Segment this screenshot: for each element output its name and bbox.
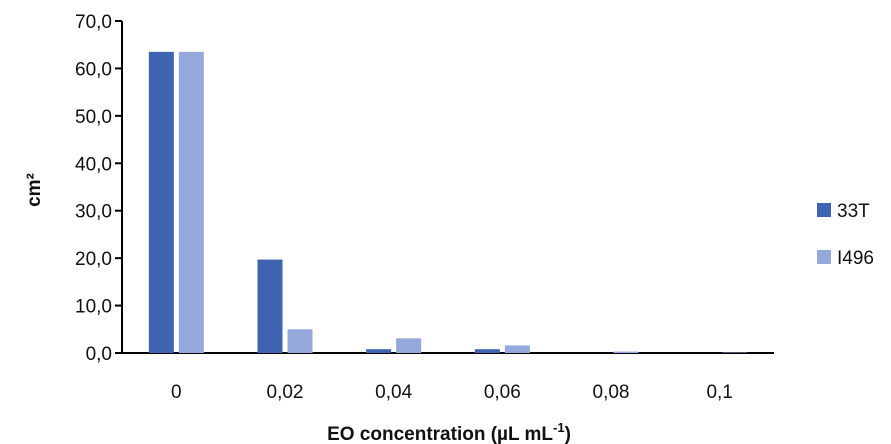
bar-33t-2 bbox=[366, 349, 392, 353]
bar-i496-4 bbox=[613, 351, 639, 353]
y-tick-label: 30,0 bbox=[75, 202, 112, 223]
y-tick-label: 0,0 bbox=[86, 344, 112, 365]
x-tick-label: 0,1 bbox=[706, 382, 732, 403]
y-axis: 0,0 10,0 20,0 30,0 40,0 50,0 60,0 70,0 bbox=[75, 12, 123, 365]
y-tick-label: 40,0 bbox=[75, 154, 112, 175]
y-axis-title: cm² bbox=[24, 173, 45, 207]
bars bbox=[148, 51, 748, 353]
bar-i496-0 bbox=[178, 51, 204, 353]
y-tick-label: 70,0 bbox=[75, 12, 112, 33]
bar-33t-3 bbox=[474, 349, 500, 353]
y-tick-label: 20,0 bbox=[75, 249, 112, 270]
y-tick-label: 60,0 bbox=[75, 59, 112, 80]
x-axis-title-sup: -1 bbox=[553, 420, 565, 435]
bar-i496-1 bbox=[287, 329, 313, 353]
bar-33t-0 bbox=[148, 51, 174, 353]
bar-i496-3 bbox=[504, 345, 530, 353]
legend-label-i496: I496 bbox=[837, 248, 874, 269]
x-tick-label: 0,04 bbox=[375, 382, 412, 403]
x-tick-label: 0,02 bbox=[267, 382, 304, 403]
bar-i496-2 bbox=[396, 338, 422, 353]
x-axis-title: EO concentration (µL mL-1) bbox=[327, 420, 571, 444]
x-tick-label: 0,08 bbox=[593, 382, 630, 403]
x-tick-label: 0,06 bbox=[484, 382, 521, 403]
legend: 33T I496 bbox=[817, 201, 874, 269]
legend-swatch-33t bbox=[817, 203, 831, 217]
x-axis: 0 0,02 0,04 0,06 0,08 0,1 bbox=[122, 352, 774, 403]
y-tick-label: 10,0 bbox=[75, 297, 112, 318]
bar-33t-1 bbox=[257, 259, 283, 353]
x-tick-label: 0 bbox=[171, 382, 182, 403]
legend-label-33t: 33T bbox=[837, 201, 870, 222]
y-tick-label: 50,0 bbox=[75, 107, 112, 128]
x-axis-title-tail: ) bbox=[565, 424, 571, 444]
legend-swatch-i496 bbox=[817, 250, 831, 264]
x-axis-title-main: EO concentration (µL mL bbox=[327, 424, 553, 444]
